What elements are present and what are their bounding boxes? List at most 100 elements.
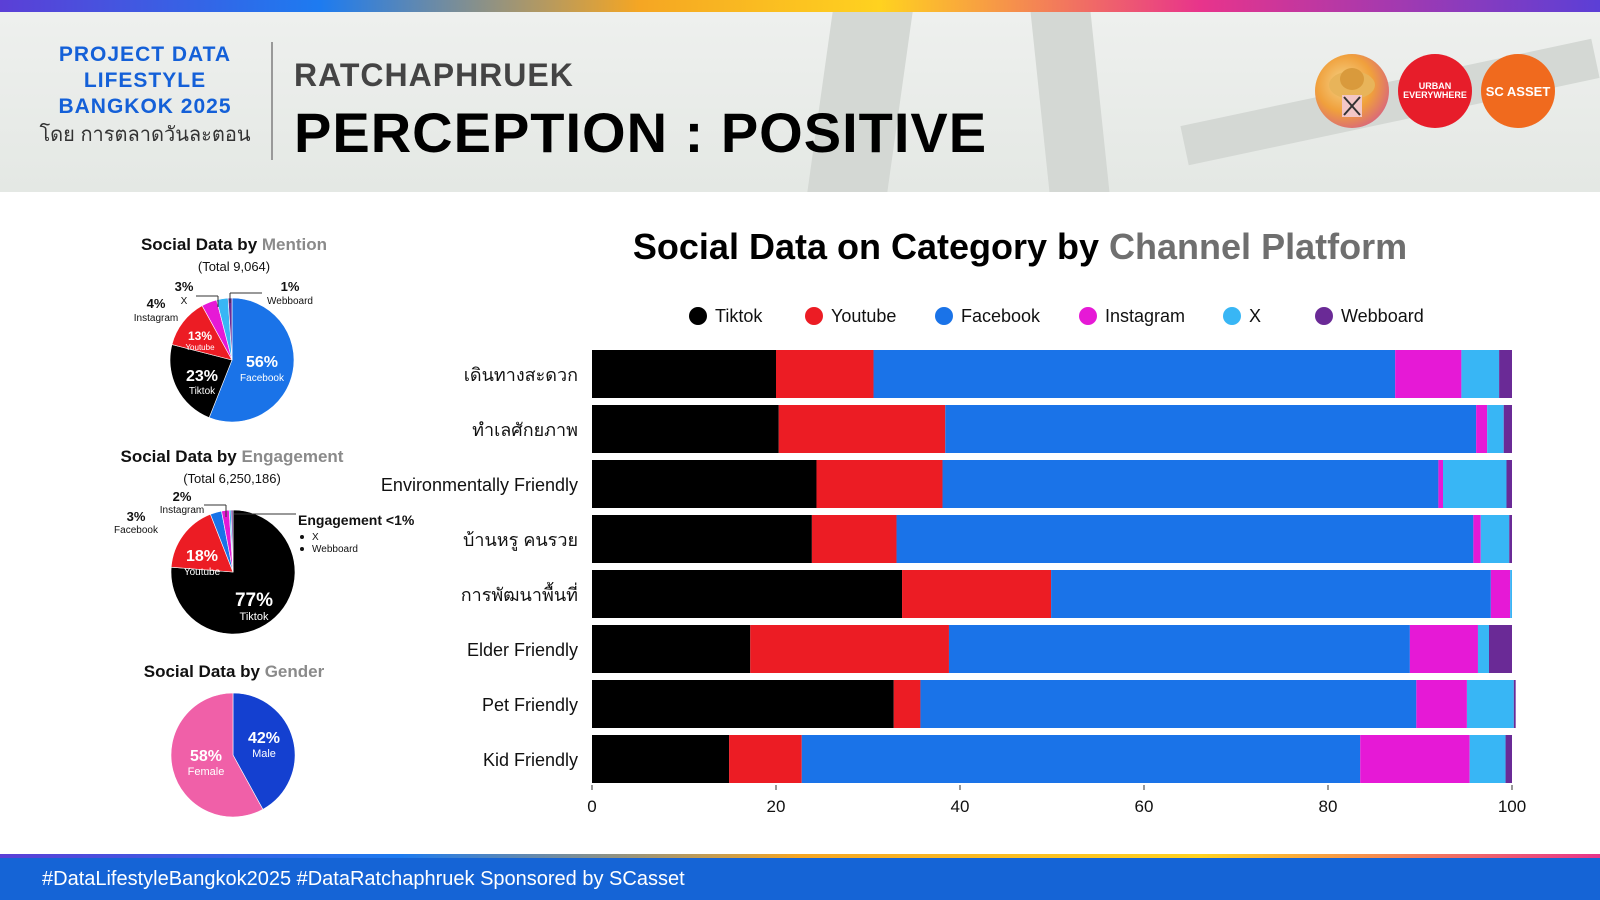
engagement-pie-subtitle: (Total 6,250,186) bbox=[183, 471, 281, 486]
bar-segment-webboard bbox=[1489, 625, 1512, 673]
engagement-instagram-name: Instagram bbox=[160, 505, 204, 516]
bar-chart-legend: Tiktok Youtube Facebook Instagram X Webboard bbox=[689, 306, 1424, 326]
x-axis-tick-label: 40 bbox=[951, 797, 970, 816]
mention-instagram-name: Instagram bbox=[134, 313, 178, 324]
header-banner: PROJECT DATA LIFESTYLE BANGKOK 2025 โดย … bbox=[0, 12, 1600, 192]
bar-segment-x bbox=[1469, 735, 1506, 783]
bar-chart-title: Social Data on Category by bbox=[633, 226, 1099, 267]
mention-webboard-name: Webboard bbox=[267, 296, 313, 307]
bar-segment-youtube bbox=[778, 405, 946, 453]
pie-slice-tiktok bbox=[169, 344, 233, 419]
bar-segment-x bbox=[1487, 405, 1504, 453]
legend-label-facebook: Facebook bbox=[961, 306, 1041, 326]
bar-segment-webboard bbox=[1506, 460, 1512, 508]
category-label: บ้านหรู คนรวย bbox=[463, 530, 578, 551]
mention-pie-title-accent: Mention bbox=[262, 235, 327, 254]
bar-segment-youtube bbox=[816, 460, 943, 508]
bar-segment-tiktok bbox=[592, 405, 779, 453]
hat-character-logo-icon bbox=[1315, 54, 1389, 128]
mention-pie-title: Social Data by bbox=[141, 235, 258, 254]
pie-slice-webboard bbox=[230, 509, 234, 573]
category-label: Kid Friendly bbox=[483, 750, 578, 770]
pie-slice-female bbox=[170, 692, 264, 818]
legend-swatch-facebook bbox=[935, 307, 953, 325]
footer-bar: #DataLifestyleBangkok2025 #DataRatchaphr… bbox=[0, 858, 1600, 900]
bar-chart-x-axis: 0 20 40 60 80 100 bbox=[587, 785, 1526, 816]
mention-youtube-pct: 13% bbox=[188, 329, 212, 343]
bar-segment-webboard bbox=[1499, 350, 1512, 398]
gender-pie-title: Social Data by bbox=[144, 662, 261, 681]
page-title: PERCEPTION : POSITIVE bbox=[294, 101, 988, 164]
legend-label-tiktok: Tiktok bbox=[715, 306, 763, 326]
category-label: Pet Friendly bbox=[482, 695, 578, 715]
mention-x-name: X bbox=[181, 296, 188, 307]
legend-swatch-webboard bbox=[1315, 307, 1333, 325]
top-color-stripe bbox=[0, 0, 1600, 12]
x-axis-tick-label: 80 bbox=[1319, 797, 1338, 816]
x-axis-tick-label: 60 bbox=[1135, 797, 1154, 816]
mention-pie bbox=[169, 297, 295, 423]
bar-segment-youtube bbox=[776, 350, 874, 398]
bar-segment-x bbox=[1466, 680, 1514, 728]
engagement-pie-title: Social Data by bbox=[121, 447, 238, 466]
urban-everywhere-logo: URBAN EVERYWHERE bbox=[1398, 54, 1472, 128]
pie-slice-youtube bbox=[170, 513, 234, 573]
gender-male-pct: 42% bbox=[248, 730, 280, 747]
brand-subtitle: โดย การตลาดวันละตอน bbox=[39, 124, 251, 146]
sc-asset-logo: SC ASSET bbox=[1481, 54, 1555, 128]
brand-line-1: PROJECT DATA bbox=[58, 43, 232, 66]
bar-segment-youtube bbox=[893, 680, 921, 728]
mention-facebook-name: Facebook bbox=[240, 373, 285, 384]
bar-segment-instagram bbox=[1473, 515, 1481, 563]
pie-slice-facebook bbox=[208, 297, 295, 423]
bar-chart-bars bbox=[592, 350, 1516, 783]
bar-segment-tiktok bbox=[592, 680, 894, 728]
bar-segment-instagram bbox=[1360, 735, 1470, 783]
mention-facebook-pct: 56% bbox=[246, 354, 278, 371]
header-divider bbox=[271, 42, 273, 160]
footer-hashtags: #DataLifestyleBangkok2025 #DataRatchaphr… bbox=[42, 868, 685, 890]
bar-segment-webboard bbox=[1509, 515, 1512, 563]
mention-tiktok-pct: 23% bbox=[186, 368, 218, 385]
gender-female-pct: 58% bbox=[190, 748, 222, 765]
bar-segment-instagram bbox=[1395, 350, 1462, 398]
bar-segment-youtube bbox=[729, 735, 802, 783]
bar-segment-instagram bbox=[1476, 405, 1488, 453]
legend-swatch-instagram bbox=[1079, 307, 1097, 325]
gender-male-name: Male bbox=[252, 748, 276, 760]
bar-segment-instagram bbox=[1490, 570, 1511, 618]
svg-text:Social Data by Mention: Social Data by Mention bbox=[141, 235, 327, 254]
x-axis-tick-label: 100 bbox=[1498, 797, 1526, 816]
engagement-pie bbox=[170, 509, 296, 635]
brand-line-2: LIFESTYLE bbox=[83, 69, 207, 92]
legend-label-instagram: Instagram bbox=[1105, 306, 1185, 326]
category-label: Environmentally Friendly bbox=[381, 475, 578, 495]
mention-youtube-name: Youtube bbox=[185, 343, 215, 352]
bar-segment-instagram bbox=[1416, 680, 1467, 728]
gender-pie-title-accent: Gender bbox=[265, 662, 325, 681]
footer-color-stripe bbox=[0, 854, 1600, 858]
engagement-pie-labels: 2% Instagram 3% Facebook Engagement <1% … bbox=[114, 489, 415, 623]
bar-segment-tiktok bbox=[592, 625, 751, 673]
legend-swatch-x bbox=[1223, 307, 1241, 325]
bar-segment-tiktok bbox=[592, 570, 903, 618]
bar-segment-facebook bbox=[801, 735, 1361, 783]
engagement-youtube-pct: 18% bbox=[186, 548, 218, 565]
bar-segment-facebook bbox=[896, 515, 1474, 563]
bar-segment-x bbox=[1461, 350, 1500, 398]
category-label: Elder Friendly bbox=[467, 640, 578, 660]
bar-segment-webboard bbox=[1503, 405, 1512, 453]
bar-segment-instagram bbox=[1438, 460, 1443, 508]
mention-tiktok-name: Tiktok bbox=[189, 386, 216, 397]
engagement-facebook-name: Facebook bbox=[114, 525, 159, 536]
mention-webboard-pct: 1% bbox=[281, 279, 300, 294]
mention-pie-subtitle: (Total 9,064) bbox=[198, 259, 270, 274]
x-axis-tick-label: 20 bbox=[767, 797, 786, 816]
gender-female-name: Female bbox=[188, 766, 225, 778]
legend-label-youtube: Youtube bbox=[831, 306, 896, 326]
gender-pie bbox=[170, 692, 296, 818]
bar-segment-facebook bbox=[920, 680, 1417, 728]
bar-segment-instagram bbox=[1409, 625, 1478, 673]
engagement-instagram-pct: 2% bbox=[173, 489, 192, 504]
